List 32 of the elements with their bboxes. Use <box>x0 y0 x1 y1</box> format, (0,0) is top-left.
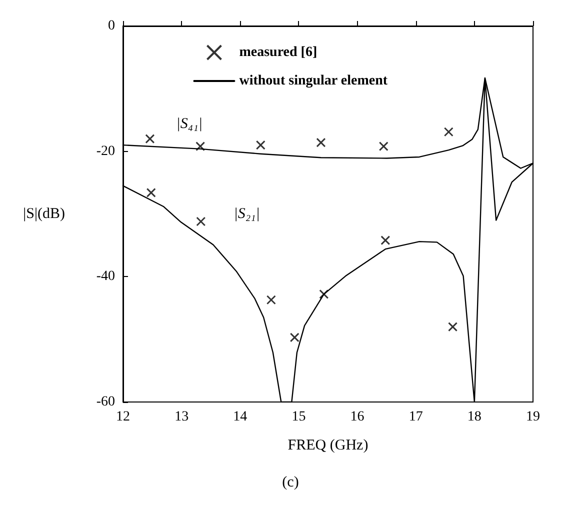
x-axis-title: FREQ (GHz) <box>288 438 368 454</box>
point <box>256 140 266 150</box>
x-tick-label: 14 <box>233 410 248 424</box>
x-tick-label: 19 <box>526 410 540 424</box>
annotation: |S₄₁| <box>176 116 202 132</box>
x-tick-label: 12 <box>116 410 130 424</box>
point <box>266 295 276 305</box>
legend-label: measured [6] <box>239 45 318 60</box>
text: (c) <box>282 474 299 490</box>
point <box>380 236 390 246</box>
point <box>196 142 206 152</box>
y-tick-label: -60 <box>96 394 115 410</box>
y-tick-label: -40 <box>96 269 115 284</box>
y-tick-label: 0 <box>108 18 115 34</box>
x-tick-label: 13 <box>174 410 189 424</box>
point <box>196 216 206 226</box>
x-tick-label: 17 <box>408 410 423 424</box>
legend-label: without singular element <box>239 74 388 88</box>
point <box>319 289 329 299</box>
y-axis-title: |S|(dB) <box>23 206 66 222</box>
point <box>316 138 326 148</box>
x-tick-label: 16 <box>350 410 364 424</box>
x-tick-label: 15 <box>292 410 306 424</box>
point <box>290 332 300 342</box>
y-tick-label: -20 <box>96 144 115 159</box>
point <box>444 127 454 137</box>
point <box>378 142 388 152</box>
annotation: |S₂₁| <box>234 206 260 222</box>
point <box>448 322 458 332</box>
point <box>146 188 156 198</box>
point <box>145 134 155 144</box>
x-tick-label: 18 <box>467 410 482 424</box>
